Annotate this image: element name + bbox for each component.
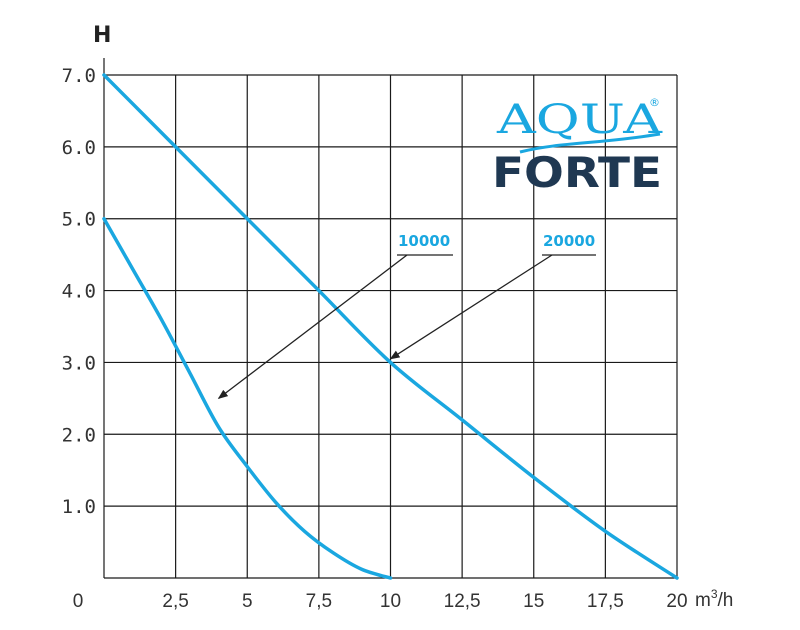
logo-aqua-text: AQUA bbox=[496, 97, 664, 143]
x-tick-label: 15 bbox=[523, 591, 544, 612]
y-tick-label: 7.0 bbox=[62, 65, 96, 87]
logo-registered-mark: ® bbox=[649, 96, 660, 109]
leader-arrow bbox=[217, 254, 408, 399]
annotations: 10000 20000 bbox=[217, 232, 596, 399]
brand-logo: AQUA ® FORTE bbox=[492, 96, 663, 197]
series-label-10000: 10000 bbox=[398, 232, 450, 250]
tick-labels: 0 2,5 5 7,5 10 12,5 15 17,5 20 1.0 2.0 3.0 4.0 5.0 6.0… bbox=[62, 65, 688, 612]
x-tick-label: 12,5 bbox=[444, 591, 481, 612]
x-axis-label: m3/h bbox=[695, 587, 733, 611]
logo-forte-text: FORTE bbox=[492, 148, 662, 197]
x-tick-label: 17,5 bbox=[587, 591, 624, 612]
x-tick-label: 5 bbox=[242, 591, 253, 612]
y-tick-label: 5.0 bbox=[62, 209, 96, 231]
y-tick-label: 2.0 bbox=[62, 424, 96, 446]
y-tick-label: 6.0 bbox=[62, 137, 96, 159]
series-label-20000: 20000 bbox=[543, 232, 595, 250]
y-tick-label: 4.0 bbox=[62, 281, 96, 303]
x-tick-label: 10 bbox=[380, 591, 401, 612]
leader-arrow bbox=[389, 254, 553, 360]
y-tick-label: 1.0 bbox=[62, 496, 96, 518]
y-tick-label: 3.0 bbox=[62, 352, 96, 374]
curve-20000 bbox=[102, 73, 679, 580]
x-tick-label: 20 bbox=[666, 591, 687, 612]
x-tick-label: 2,5 bbox=[162, 591, 188, 612]
y-axis-label: H bbox=[93, 23, 111, 48]
logo-wave-icon bbox=[519, 132, 661, 154]
x-tick-label: 0 bbox=[73, 591, 84, 612]
curves bbox=[102, 73, 679, 580]
curve-10000 bbox=[102, 216, 393, 580]
x-tick-label: 7,5 bbox=[306, 591, 332, 612]
